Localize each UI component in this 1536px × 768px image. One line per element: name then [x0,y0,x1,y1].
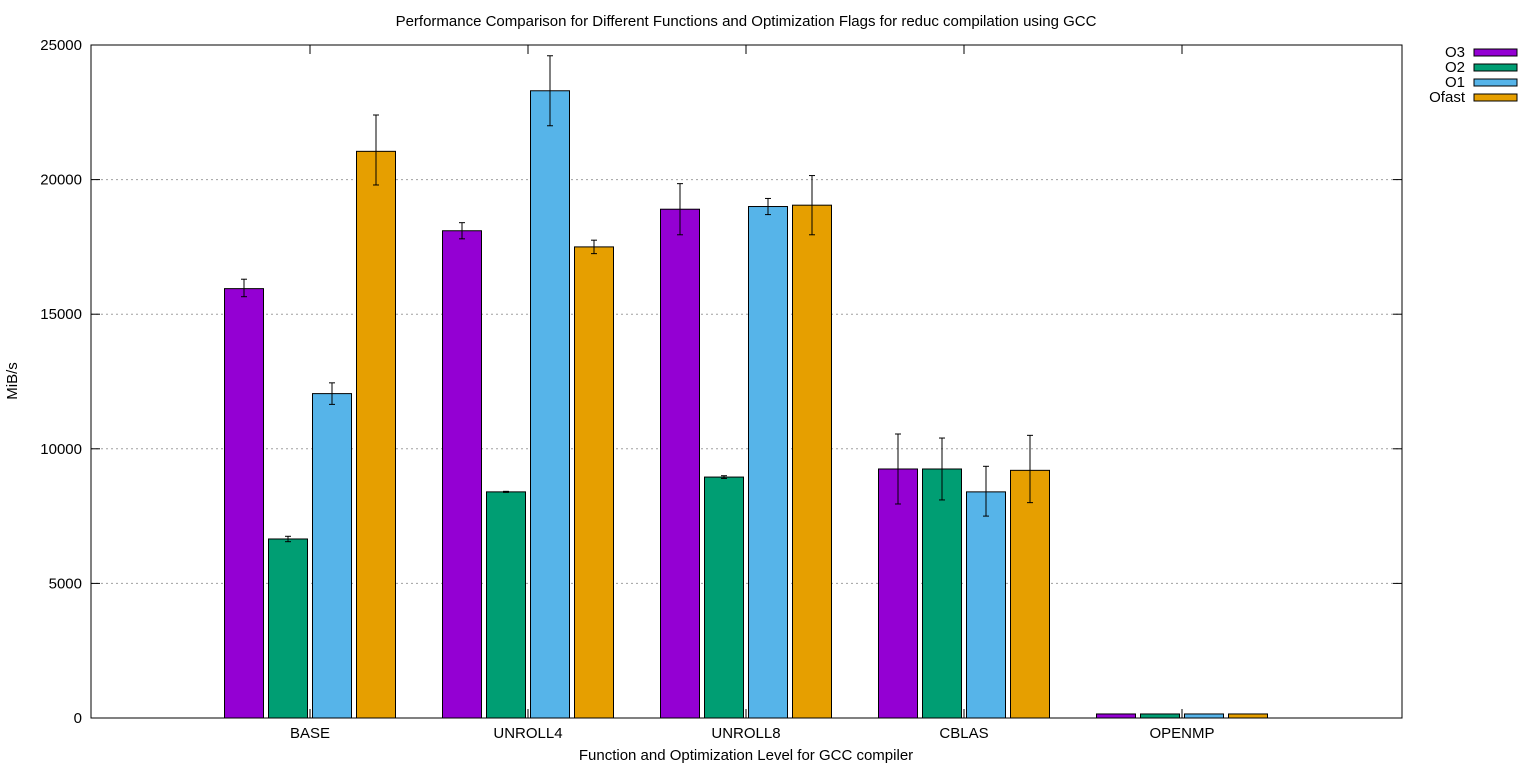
x-tick-label: UNROLL8 [711,725,780,742]
y-axis-label: MiB/s [4,362,21,400]
x-tick-label: UNROLL4 [493,725,562,742]
legend-label: Ofast [1429,89,1466,106]
x-axis-ticks: BASE UNROLL4 UNROLL8 CBLAS OPENMP [290,45,1215,742]
x-tick-label: BASE [290,725,330,742]
bar [1184,713,1224,719]
bar [704,476,744,719]
bar [1096,713,1136,719]
y-tick-label: 20000 [40,172,82,189]
y-axis-ticks: 0 5000 10000 15000 20000 25000 [40,37,1402,727]
y-tick-label: 25000 [40,37,82,54]
bar [224,288,264,719]
plot-frame [90,44,1403,719]
legend-swatch [1473,78,1518,87]
y-tick-label: 5000 [49,575,82,592]
legend-swatch [1473,63,1518,72]
bar [442,230,482,719]
x-tick-label: OPENMP [1149,725,1214,742]
bar [486,491,526,719]
bar [574,246,614,719]
bar [660,208,700,719]
bar [356,150,396,719]
legend-label: O3 [1445,44,1465,61]
x-tick-label: CBLAS [939,725,988,742]
legend-swatch [1473,93,1518,102]
bar [792,204,832,719]
y-tick-label: 10000 [40,441,82,458]
bar [530,90,570,719]
y-tick-label: 15000 [40,306,82,323]
y-tick-label: 0 [74,710,82,727]
x-axis-label: Function and Optimization Level for GCC … [579,747,913,764]
bar [1010,469,1050,719]
bar [268,538,308,719]
bar [748,206,788,719]
gridlines [91,179,1402,584]
bar [312,393,352,719]
bar [1228,713,1268,719]
bar [922,468,962,719]
bar [966,491,1006,719]
chart-title: Performance Comparison for Different Fun… [396,13,1097,30]
bar [1140,713,1180,719]
bars [224,55,1268,719]
legend-label: O1 [1445,74,1465,91]
bar [878,468,918,719]
legend-swatch [1473,48,1518,57]
legend-label: O2 [1445,59,1465,76]
